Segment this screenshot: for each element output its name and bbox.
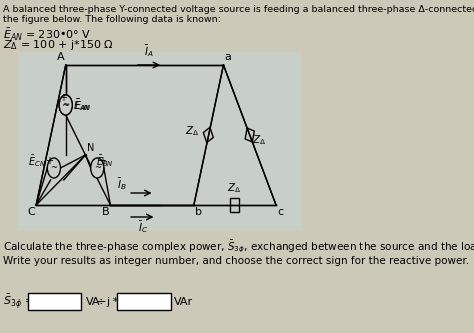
FancyBboxPatch shape — [117, 293, 171, 310]
Text: ÷: ÷ — [95, 295, 106, 308]
Text: $Z_\Delta$: $Z_\Delta$ — [252, 133, 266, 147]
Circle shape — [91, 158, 104, 178]
Circle shape — [47, 158, 61, 178]
Text: j *: j * — [106, 297, 118, 307]
Text: $\bar{E}_{AN}$: $\bar{E}_{AN}$ — [73, 97, 91, 113]
Text: $Z_\Delta$: $Z_\Delta$ — [228, 181, 242, 195]
Text: ~: ~ — [94, 164, 101, 172]
Circle shape — [59, 95, 73, 115]
Text: $Z_\Delta$: $Z_\Delta$ — [185, 125, 200, 138]
FancyBboxPatch shape — [27, 293, 82, 310]
Text: ~: ~ — [62, 101, 70, 111]
Text: $\bar{E}_{AN}$ = 230•0° V: $\bar{E}_{AN}$ = 230•0° V — [3, 27, 91, 43]
Text: the figure below. The following data is known:: the figure below. The following data is … — [3, 15, 220, 24]
Text: Calculate the three-phase complex power, $\bar{S}_{3\phi}$, exchanged between th: Calculate the three-phase complex power,… — [3, 238, 474, 254]
Text: B: B — [101, 207, 109, 217]
Text: Write your results as integer number, and choose the correct sign for the reacti: Write your results as integer number, an… — [3, 256, 469, 266]
Bar — [230, 198, 239, 212]
Text: $\bar{I}_A$: $\bar{I}_A$ — [144, 43, 153, 59]
Text: VA: VA — [85, 297, 100, 307]
Text: $\bar{I}_B$: $\bar{I}_B$ — [117, 176, 127, 192]
Text: $\bar{I}_C$: $\bar{I}_C$ — [138, 219, 148, 235]
Text: N: N — [87, 143, 94, 153]
Text: $\bar{E}_{BN}$: $\bar{E}_{BN}$ — [96, 153, 114, 169]
Text: VAr: VAr — [174, 297, 193, 307]
Text: C: C — [27, 207, 35, 217]
Bar — [18, 52, 302, 230]
Text: ~: ~ — [50, 164, 57, 172]
Text: ~: ~ — [62, 101, 69, 110]
Text: $\bar{E}_{AN}$: $\bar{E}_{AN}$ — [73, 97, 91, 113]
Text: $\bar{E}_{CN}$: $\bar{E}_{CN}$ — [28, 153, 46, 169]
Text: +: + — [59, 93, 67, 103]
Text: $\bar{S}_{3\phi}$ =: $\bar{S}_{3\phi}$ = — [3, 293, 34, 311]
Text: $Z_\Delta$ = 100 + j*150 Ω: $Z_\Delta$ = 100 + j*150 Ω — [3, 38, 114, 52]
Text: A balanced three-phase Y-connected voltage source is feeding a balanced three-ph: A balanced three-phase Y-connected volta… — [3, 5, 474, 14]
Text: b: b — [195, 207, 202, 217]
Text: +: + — [45, 156, 53, 166]
Text: A: A — [57, 52, 64, 62]
Text: c: c — [277, 207, 283, 217]
Bar — [18, 52, 302, 230]
Text: a: a — [225, 52, 232, 62]
Text: +: + — [59, 93, 67, 103]
Text: +: + — [98, 156, 106, 166]
